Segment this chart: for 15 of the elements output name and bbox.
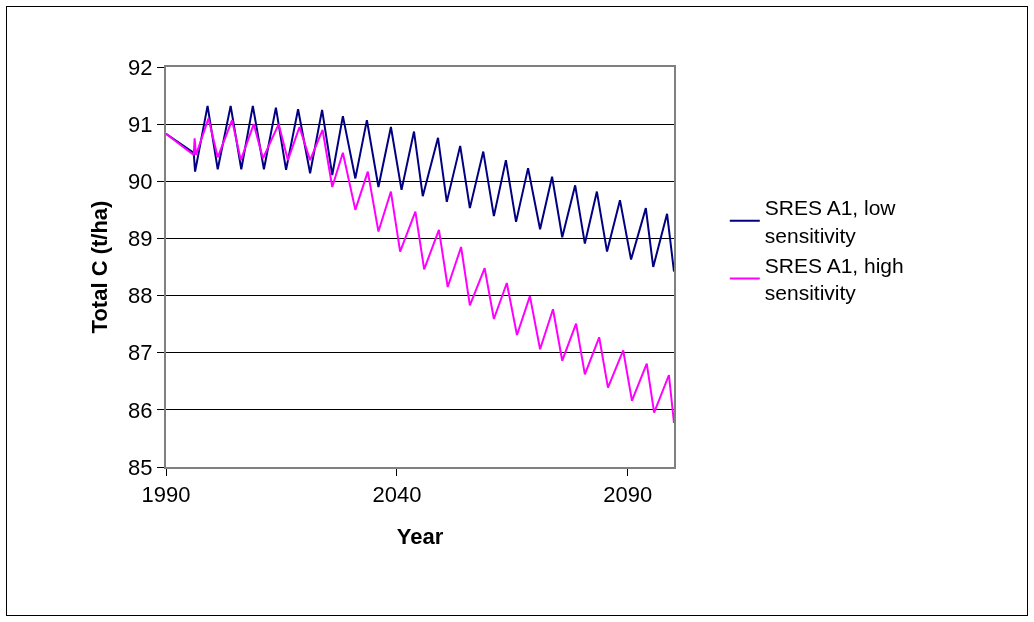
y-axis-title: Total C (t/ha) <box>87 200 113 334</box>
x-axis-title: Year <box>396 523 444 549</box>
legend-label: SRES A1, high sensitivity <box>764 253 904 305</box>
y-tick-label: 85 <box>128 454 153 480</box>
y-tick-label: 89 <box>128 226 153 252</box>
y-tick-label: 88 <box>128 283 153 309</box>
x-tick-label: 1990 <box>141 482 191 508</box>
y-tick-label: 86 <box>128 397 153 423</box>
x-tick-label: 2090 <box>603 482 653 508</box>
y-tick-label: 90 <box>128 168 153 194</box>
y-tick-label: 91 <box>128 111 153 137</box>
legend-label: SRES A1, low sensitivity <box>764 196 897 247</box>
y-tick-label: 92 <box>128 54 153 80</box>
y-tick-label: 87 <box>128 340 153 366</box>
x-tick-label: 2040 <box>372 482 422 508</box>
